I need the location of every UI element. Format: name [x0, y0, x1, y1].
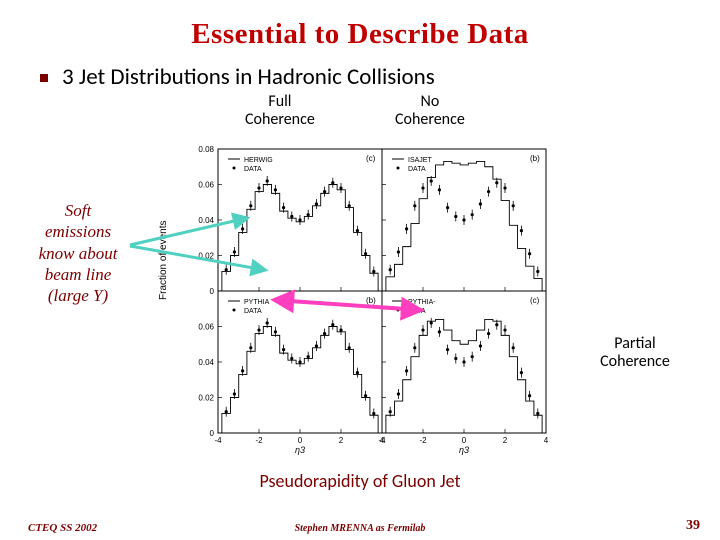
- svg-text:(c): (c): [366, 154, 376, 163]
- plot-grid: 0 0 0.02 0.02 0.04 0.04 0.06 0.06 0.08 HERWIG DATA…: [180, 145, 550, 455]
- svg-text:(c): (c): [530, 296, 540, 305]
- svg-text:0.04: 0.04: [198, 358, 214, 367]
- svg-text:ISAJET: ISAJET: [408, 157, 432, 164]
- svg-text:0.02: 0.02: [198, 394, 214, 403]
- ann-l3: know about: [39, 244, 118, 263]
- no-coherence-l1: No: [421, 92, 440, 111]
- svg-text:0: 0: [210, 287, 215, 296]
- full-coherence-l2: Coherence: [245, 110, 315, 129]
- svg-text:2: 2: [503, 436, 508, 445]
- no-coherence-label: No Coherence: [395, 93, 465, 130]
- annotation-soft-emissions: Soft emissions know about beam line (lar…: [18, 200, 138, 306]
- svg-text:0: 0: [298, 436, 303, 445]
- footer-left: CTEQ SS 2002: [28, 522, 97, 534]
- svg-text:DATA: DATA: [244, 166, 262, 173]
- subtitle: 3 Jet Distributions in Hadronic Collisio…: [62, 63, 435, 91]
- ann-l2: emissions: [45, 222, 111, 241]
- plot-svg: 0 0 0.02 0.02 0.04 0.04 0.06 0.06 0.08 HERWIG DATA…: [180, 145, 550, 455]
- svg-text:η3: η3: [459, 445, 469, 455]
- svg-text:0: 0: [462, 436, 467, 445]
- footer-center: Stephen MRENNA as Fermilab: [295, 523, 426, 534]
- partial-l1: Partial: [614, 334, 655, 353]
- ann-l1: Soft: [65, 201, 91, 220]
- partial-coherence-label: Partial Coherence: [580, 335, 690, 372]
- svg-text:-2: -2: [255, 436, 263, 445]
- footer-page-number: 39: [686, 518, 700, 534]
- svg-text:0.08: 0.08: [198, 145, 214, 154]
- svg-text:HERWIG: HERWIG: [244, 157, 273, 164]
- svg-text:DATA: DATA: [408, 166, 426, 173]
- ann-l4: beam line: [45, 265, 112, 284]
- ann-l5: (large Y): [48, 286, 108, 305]
- page-title: Essential to Describe Data: [0, 0, 720, 51]
- svg-text:-4: -4: [378, 436, 386, 445]
- full-coherence-l1: Full: [268, 92, 291, 111]
- svg-text:PYTHIA: PYTHIA: [244, 299, 270, 306]
- svg-text:PYTHIA-: PYTHIA-: [408, 299, 436, 306]
- svg-text:0.06: 0.06: [198, 181, 214, 190]
- svg-text:DATA: DATA: [408, 308, 426, 315]
- svg-text:-4: -4: [214, 436, 222, 445]
- svg-text:2: 2: [339, 436, 344, 445]
- svg-text:DATA: DATA: [244, 308, 262, 315]
- svg-text:(b): (b): [366, 296, 376, 305]
- svg-text:0.02: 0.02: [198, 252, 214, 261]
- subtitle-row: 3 Jet Distributions in Hadronic Collisio…: [0, 63, 720, 91]
- svg-text:0.06: 0.06: [198, 323, 214, 332]
- svg-text:(b): (b): [530, 154, 540, 163]
- no-coherence-l2: Coherence: [395, 110, 465, 129]
- svg-text:0.04: 0.04: [198, 216, 214, 225]
- svg-text:-2: -2: [419, 436, 427, 445]
- full-coherence-label: Full Coherence: [245, 93, 315, 130]
- svg-text:η3: η3: [295, 445, 305, 455]
- svg-text:4: 4: [544, 436, 549, 445]
- bullet-icon: [40, 74, 48, 82]
- footer: CTEQ SS 2002 Stephen MRENNA as Fermilab …: [0, 518, 720, 534]
- y-axis-label: Fraction of events: [158, 221, 169, 300]
- x-axis-summary-label: Pseudorapidity of Gluon Jet: [0, 470, 720, 492]
- partial-l2: Coherence: [600, 352, 670, 371]
